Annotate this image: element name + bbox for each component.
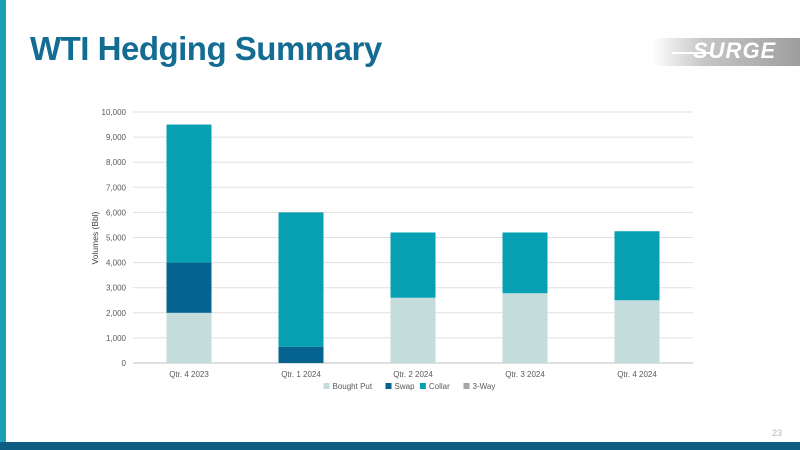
y-tick-label: 7,000 [106, 183, 127, 192]
bar-segment [390, 297, 436, 363]
legend-label: Swap [395, 382, 416, 391]
y-tick-label: 5,000 [106, 234, 127, 243]
bar-segment [278, 212, 324, 347]
x-tick-label: Qtr. 3 2024 [505, 370, 545, 379]
company-logo: SURGE [693, 38, 777, 63]
x-tick-label: Qtr. 2 2024 [393, 370, 433, 379]
legend-label: Collar [429, 382, 450, 391]
y-tick-label: 6,000 [106, 208, 127, 217]
legend-swatch [419, 383, 426, 389]
legend-swatch [385, 383, 392, 389]
y-tick-label: 2,000 [106, 309, 127, 318]
legend-swatch [463, 383, 470, 389]
bar-segment [278, 346, 324, 363]
page-number: 23 [771, 428, 782, 438]
legend-label: 3-Way [473, 382, 496, 391]
y-tick-label: 4,000 [106, 259, 127, 268]
legend-label: Bought Put [333, 382, 373, 391]
bar-segment [614, 231, 660, 301]
x-tick-label: Qtr. 1 2024 [281, 370, 321, 379]
y-tick-label: 3,000 [106, 284, 127, 293]
left-accent-bar [0, 0, 6, 450]
x-tick-label: Qtr. 4 2023 [169, 370, 209, 379]
slide-title: WTI Hedging Summary [30, 30, 382, 67]
bar-segment [502, 293, 548, 363]
y-tick-label: 8,000 [106, 158, 127, 167]
x-tick-label: Qtr. 4 2024 [617, 370, 657, 379]
bar-segment [502, 232, 548, 294]
y-axis-title: Volumes (Bbl) [90, 211, 100, 264]
logo-swoosh [672, 52, 712, 54]
bar-segment [390, 232, 436, 298]
footer-bar [0, 442, 800, 450]
legend-swatch [323, 383, 330, 389]
bar-segment [614, 300, 660, 363]
bar-segment [166, 262, 212, 313]
y-tick-label: 0 [122, 359, 127, 368]
bar-segment [166, 124, 212, 263]
y-tick-label: 9,000 [106, 133, 127, 142]
y-tick-label: 10,000 [102, 108, 127, 117]
y-tick-label: 1,000 [106, 334, 127, 343]
bar-segment [166, 312, 212, 363]
